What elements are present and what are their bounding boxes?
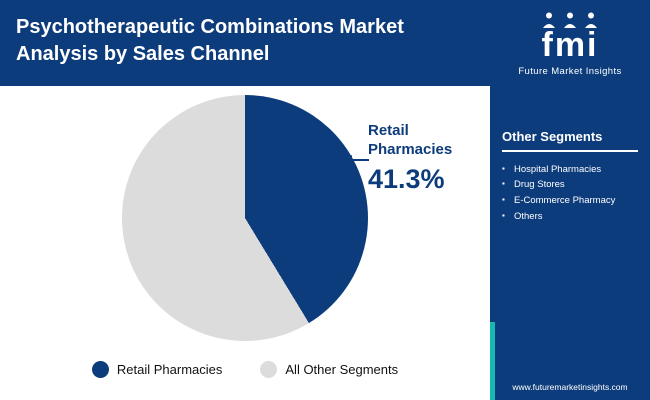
legend-swatch-retail [91, 361, 109, 378]
fmi-logo: fmi Future Market Insights [490, 0, 650, 77]
other-segments-list: Hospital Pharmacies Drug Stores E-Commer… [502, 162, 638, 225]
website-url: www.futuremarketinsights.com [512, 382, 628, 392]
pie-callout: Retail Pharmacies 41.3% [368, 122, 486, 195]
teal-accent [490, 322, 495, 400]
person-icon [564, 12, 576, 28]
legend-swatch-other [260, 361, 278, 378]
list-item: Drug Stores [502, 177, 638, 193]
chart-area: Retail Pharmacies 41.3% Retail Pharmacie… [0, 86, 490, 400]
logo-subtitle: Future Market Insights [518, 65, 622, 77]
legend-item-retail: Retail Pharmacies [91, 361, 223, 378]
pie-chart [122, 95, 368, 341]
title-banner: Psychotherapeutic Combinations Market An… [0, 0, 490, 86]
legend: Retail Pharmacies All Other Segments [0, 361, 490, 378]
callout-label: Retail Pharmacies [368, 122, 453, 158]
sidebar: fmi Future Market Insights Other Segment… [490, 0, 650, 400]
person-icon [543, 12, 555, 28]
logo-text: fmi [541, 26, 599, 64]
other-segments-heading: Other Segments [502, 129, 638, 152]
list-item: Others [502, 209, 638, 225]
list-item: E-Commerce Pharmacy [502, 193, 638, 209]
other-segments-panel: Other Segments Hospital Pharmacies Drug … [502, 129, 638, 225]
page-title: Psychotherapeutic Combinations Market An… [16, 16, 404, 65]
logo-pictograms [490, 10, 650, 28]
callout-value: 41.3% [368, 163, 445, 194]
legend-label-retail: Retail Pharmacies [116, 362, 223, 377]
legend-item-other: All Other Segments [260, 361, 398, 378]
callout-arrow-icon [344, 155, 369, 165]
legend-label-other: All Other Segments [285, 362, 399, 377]
person-icon [585, 12, 597, 28]
list-item: Hospital Pharmacies [502, 162, 638, 178]
